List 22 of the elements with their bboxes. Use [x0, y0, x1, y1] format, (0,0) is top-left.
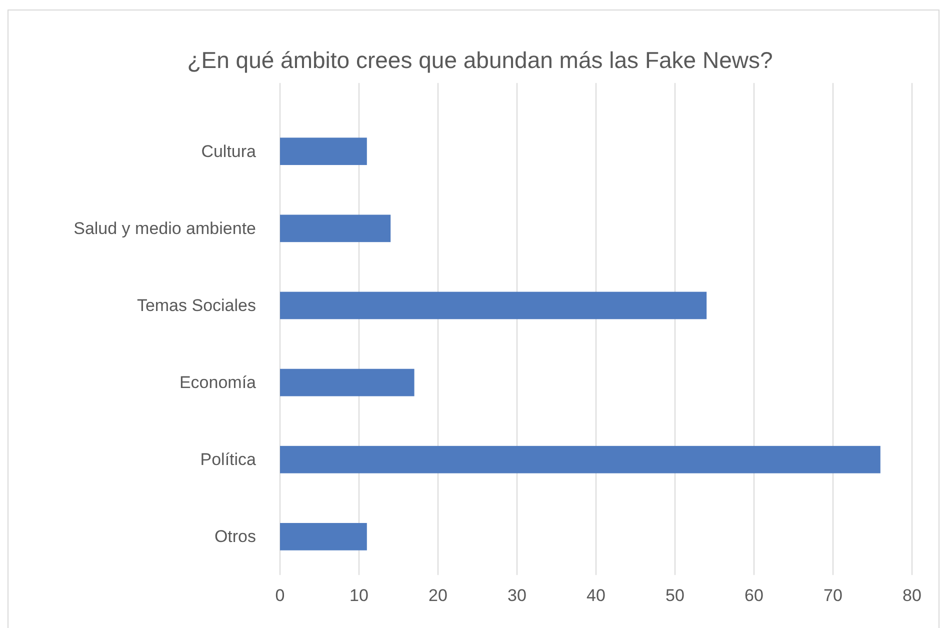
y-tick-label: Economía: [179, 372, 257, 392]
x-tick-label: 40: [586, 586, 606, 606]
bar: [280, 292, 707, 320]
bar: [280, 214, 391, 242]
bar: [280, 368, 414, 396]
chart-title: ¿En qué ámbito crees que abundan más las Fake News?: [187, 47, 773, 73]
x-tick-label: 30: [508, 586, 526, 606]
x-tick-label: 0: [275, 586, 285, 606]
bar: [280, 446, 880, 474]
y-tick-label: Otros: [214, 527, 256, 546]
bar: [280, 138, 367, 166]
x-tick-label: 70: [824, 586, 842, 606]
x-tick-label: 60: [744, 586, 764, 606]
y-tick-label: Temas Sociales: [136, 296, 256, 315]
x-tick-label: 80: [902, 586, 922, 606]
x-tick-label: 50: [666, 586, 684, 606]
bar: [280, 522, 367, 550]
y-tick-label: Cultura: [201, 142, 257, 161]
y-tick-label: Salud y medio ambiente: [74, 218, 256, 238]
x-tick-label: 10: [350, 586, 368, 606]
x-tick-label: 20: [428, 586, 448, 606]
y-tick-label: Política: [200, 450, 257, 470]
